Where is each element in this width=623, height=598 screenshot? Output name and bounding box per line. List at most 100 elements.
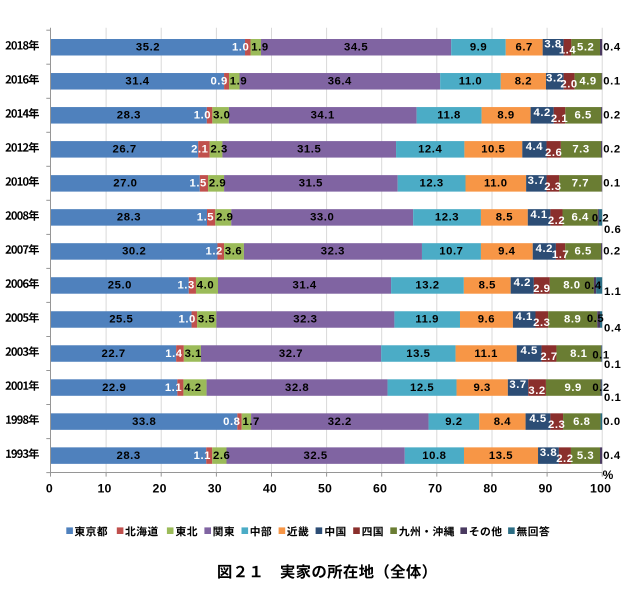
svg-text:2.3: 2.3 — [548, 419, 565, 431]
svg-text:40: 40 — [263, 481, 277, 495]
svg-text:11.9: 11.9 — [415, 314, 439, 326]
svg-text:32.3: 32.3 — [321, 246, 345, 258]
svg-text:4.9: 4.9 — [579, 76, 596, 88]
svg-text:2.1: 2.1 — [191, 144, 208, 156]
svg-text:9.4: 9.4 — [498, 246, 516, 258]
svg-text:5.2: 5.2 — [577, 42, 594, 54]
svg-text:4.0: 4.0 — [197, 280, 214, 292]
svg-text:4.1: 4.1 — [530, 209, 547, 221]
svg-text:35.2: 35.2 — [136, 42, 160, 54]
svg-text:1.4: 1.4 — [165, 348, 183, 360]
svg-text:0.1: 0.1 — [604, 392, 621, 404]
svg-text:1.1: 1.1 — [194, 450, 211, 462]
svg-text:10.5: 10.5 — [481, 144, 505, 156]
svg-text:1.4: 1.4 — [559, 45, 577, 57]
svg-text:1.5: 1.5 — [197, 212, 214, 224]
svg-text:2.9: 2.9 — [209, 178, 226, 190]
svg-text:2.1: 2.1 — [551, 113, 568, 125]
svg-text:22.7: 22.7 — [102, 348, 126, 360]
svg-text:32.5: 32.5 — [304, 450, 328, 462]
svg-text:33.8: 33.8 — [132, 416, 156, 428]
svg-text:2.7: 2.7 — [540, 351, 557, 363]
svg-text:3.7: 3.7 — [528, 175, 545, 187]
svg-text:80: 80 — [483, 481, 497, 495]
svg-text:0.1: 0.1 — [592, 349, 609, 361]
svg-text:0.1: 0.1 — [604, 359, 621, 371]
svg-text:13.5: 13.5 — [489, 450, 513, 462]
svg-text:4.2: 4.2 — [536, 243, 553, 255]
svg-text:9.2: 9.2 — [445, 416, 462, 428]
svg-text:8.4: 8.4 — [494, 416, 512, 428]
svg-text:70: 70 — [428, 481, 442, 495]
svg-text:0.2: 0.2 — [592, 382, 609, 394]
svg-text:12.3: 12.3 — [420, 178, 444, 190]
svg-text:90: 90 — [538, 481, 552, 495]
svg-text:0.6: 0.6 — [604, 224, 621, 236]
svg-text:32.3: 32.3 — [293, 314, 317, 326]
svg-text:1.0: 1.0 — [232, 42, 249, 54]
svg-text:3.1: 3.1 — [185, 348, 202, 360]
svg-text:8.0: 8.0 — [563, 280, 580, 292]
svg-text:31.4: 31.4 — [293, 280, 317, 292]
svg-text:2.2: 2.2 — [556, 453, 573, 465]
svg-text:1.9: 1.9 — [251, 42, 268, 54]
svg-text:1.0: 1.0 — [194, 110, 211, 122]
svg-text:8.5: 8.5 — [496, 212, 513, 224]
svg-text:0: 0 — [46, 481, 53, 495]
svg-text:10: 10 — [97, 481, 111, 495]
svg-text:33.0: 33.0 — [310, 212, 334, 224]
svg-text:0.2: 0.2 — [603, 144, 620, 156]
svg-text:8.2: 8.2 — [515, 76, 532, 88]
svg-text:0.1: 0.1 — [603, 76, 620, 88]
svg-text:34.5: 34.5 — [344, 42, 368, 54]
svg-text:1.9: 1.9 — [230, 76, 247, 88]
svg-text:11.0: 11.0 — [459, 76, 483, 88]
svg-text:100: 100 — [590, 481, 611, 495]
svg-text:3.7: 3.7 — [509, 379, 526, 391]
svg-text:3.5: 3.5 — [198, 314, 215, 326]
svg-text:2.3: 2.3 — [544, 181, 561, 193]
svg-text:0.0: 0.0 — [603, 416, 620, 428]
svg-text:2.2: 2.2 — [548, 215, 565, 227]
svg-text:8.5: 8.5 — [479, 280, 496, 292]
svg-text:6.5: 6.5 — [575, 110, 592, 122]
svg-text:8.9: 8.9 — [564, 314, 581, 326]
svg-text:27.0: 27.0 — [113, 178, 137, 190]
svg-text:20: 20 — [153, 481, 167, 495]
svg-text:7.7: 7.7 — [572, 178, 589, 190]
svg-text:1.5: 1.5 — [190, 178, 207, 190]
svg-text:36.4: 36.4 — [328, 76, 352, 88]
svg-text:0.4: 0.4 — [584, 280, 602, 292]
svg-text:32.8: 32.8 — [285, 382, 309, 394]
svg-text:1.0: 1.0 — [179, 314, 196, 326]
svg-text:2.9: 2.9 — [216, 212, 233, 224]
svg-text:32.2: 32.2 — [328, 416, 352, 428]
svg-text:9.9: 9.9 — [565, 382, 582, 394]
svg-text:9.6: 9.6 — [478, 314, 495, 326]
svg-text:12.5: 12.5 — [410, 382, 434, 394]
svg-text:28.3: 28.3 — [117, 212, 141, 224]
svg-text:31.5: 31.5 — [297, 144, 321, 156]
svg-text:28.3: 28.3 — [117, 110, 141, 122]
svg-text:4.1: 4.1 — [516, 311, 533, 323]
svg-text:0.9: 0.9 — [210, 76, 227, 88]
svg-text:13.5: 13.5 — [406, 348, 430, 360]
svg-text:7.3: 7.3 — [572, 144, 589, 156]
svg-text:5.3: 5.3 — [577, 450, 594, 462]
svg-text:8.1: 8.1 — [570, 348, 587, 360]
svg-text:22.9: 22.9 — [102, 382, 126, 394]
svg-text:4.2: 4.2 — [514, 277, 531, 289]
svg-text:11.1: 11.1 — [474, 348, 498, 360]
svg-text:3.2: 3.2 — [546, 73, 563, 85]
svg-text:0.4: 0.4 — [603, 42, 621, 54]
svg-text:3.6: 3.6 — [225, 246, 242, 258]
svg-text:2.9: 2.9 — [533, 283, 550, 295]
svg-text:0.2: 0.2 — [603, 110, 620, 122]
svg-text:0.1: 0.1 — [603, 178, 620, 190]
svg-text:4.2: 4.2 — [534, 107, 551, 119]
svg-text:4.5: 4.5 — [529, 413, 546, 425]
svg-text:0.4: 0.4 — [604, 323, 622, 335]
svg-text:4.5: 4.5 — [521, 345, 538, 357]
svg-text:1.3: 1.3 — [177, 280, 194, 292]
svg-text:12.4: 12.4 — [418, 144, 442, 156]
